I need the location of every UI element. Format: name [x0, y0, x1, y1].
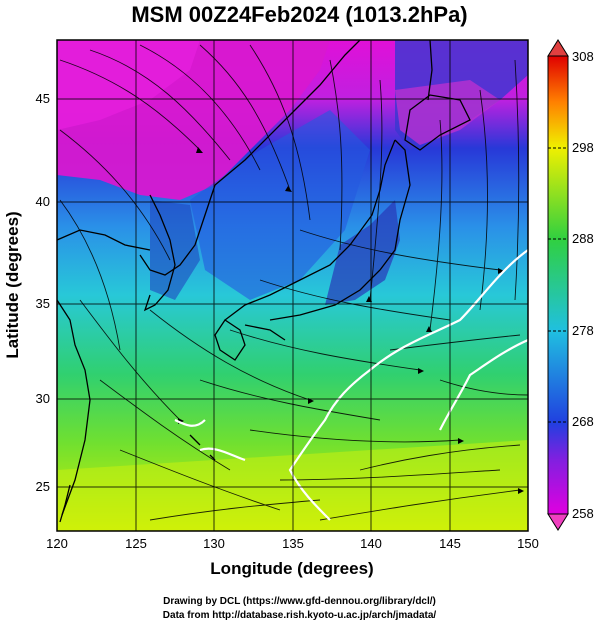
grid-lines [57, 40, 528, 531]
y-tick-label: 40 [36, 194, 50, 209]
colorbar-tick-label: 278 [572, 323, 594, 338]
y-axis-label: Latitude (degrees) [3, 211, 22, 358]
x-tick-label: 150 [517, 536, 539, 551]
colorbar-tick-label: 288 [572, 231, 594, 246]
colorbar-bottom-arrow [547, 513, 569, 531]
colorbar-tick-label: 258 [572, 506, 594, 521]
x-tick-label: 145 [439, 536, 461, 551]
colorbar: 258 268 278 288 298 308 [547, 39, 594, 531]
y-tick-label: 25 [36, 479, 50, 494]
x-tick-label: 130 [203, 536, 225, 551]
contour-line [174, 249, 528, 521]
x-tick-label: 120 [46, 536, 68, 551]
streamlines [59, 44, 528, 521]
colorbar-tick-label: 298 [572, 140, 594, 155]
y-tick-label: 35 [36, 296, 50, 311]
y-tick-label: 30 [36, 391, 50, 406]
colorbar-top-arrow [547, 39, 569, 57]
x-axis-label: Longitude (degrees) [210, 559, 373, 578]
colorbar-tick-label: 268 [572, 414, 594, 429]
plot-frame [56, 39, 529, 532]
x-tick-label: 135 [282, 536, 304, 551]
credit-drawing: Drawing by DCL (https://www.gfd-dennou.o… [163, 596, 436, 607]
x-tick-label: 140 [360, 536, 382, 551]
x-axis: 120 125 130 135 140 145 150 Longitude (d… [46, 536, 539, 578]
coastlines [57, 40, 471, 523]
x-tick-label: 125 [125, 536, 147, 551]
y-tick-label: 45 [36, 91, 50, 106]
colorbar-tick-label: 308 [572, 49, 594, 64]
credit-data-source: Data from http://database.rish.kyoto-u.a… [162, 610, 437, 621]
y-axis: 25 30 35 40 45 Latitude (degrees) [3, 91, 50, 494]
chart-title: MSM 00Z24Feb2024 (1013.2hPa) [131, 2, 468, 27]
